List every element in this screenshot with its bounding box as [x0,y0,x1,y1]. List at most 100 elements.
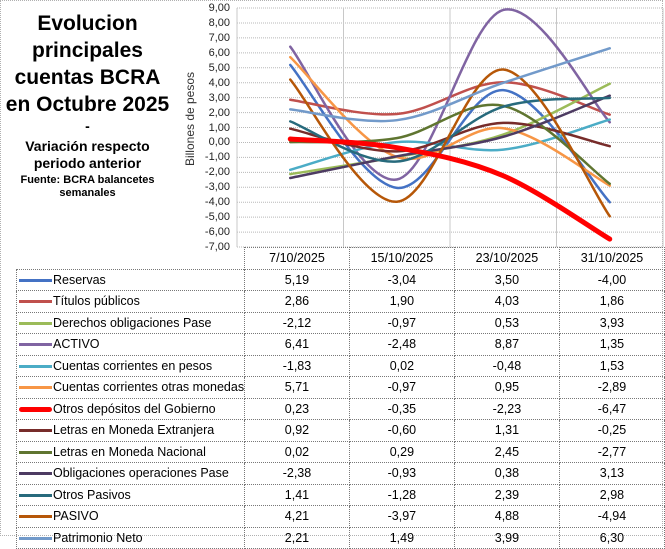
data-value: -2,48 [348,333,455,356]
legend-key-icon [19,493,52,497]
legend-key-icon [19,300,52,304]
data-value: -1,28 [348,483,455,506]
table-corner [16,247,246,269]
legend-key-icon [19,472,52,476]
y-tick-label: 4,00 [208,76,230,89]
data-value: 1,41 [244,483,350,506]
series-lines [287,8,613,242]
legend-label: Letras en Moneda Nacional [53,444,206,459]
data-value: 2,45 [453,440,560,463]
table-row: Otros depósitos del Gobierno 0,23 -0,35 -2,… [15,397,665,420]
data-value: -0,35 [348,397,455,420]
data-value: 4,88 [453,505,560,528]
legend-entry: Cuentas corrientes en pesos [15,354,246,377]
legend-key-icon [19,386,52,390]
y-tick-label: 7,00 [208,31,230,44]
legend-entry: Letras en Moneda Extranjera [15,419,246,442]
y-tick-label: -4,00 [204,196,230,209]
data-value: -0,93 [348,462,455,485]
y-tick-label: 8,00 [208,16,230,29]
x-category-label: 15/10/2025 [348,247,455,270]
table-row: PASIVO 4,21 -3,97 4,88 -4,94 [15,505,665,528]
data-value: 3,13 [558,462,665,485]
series-line-otros-pasivos [289,96,611,163]
legend-key-icon [19,406,52,412]
y-tick-label: -5,00 [204,211,230,224]
data-value: 0,53 [453,311,560,334]
legend-label: Derechos obligaciones Pase [53,315,212,330]
legend-label: PASIVO [53,509,99,524]
table-row: Cuentas corrientes otras monedas 5,71 -0,9… [15,376,665,399]
table-row: Reservas 5,19 -3,04 3,50 -4,00 [15,268,665,291]
legend-entry: Otros Pasivos [15,483,246,506]
data-value: 1,86 [558,290,665,313]
y-tick-label: 2,00 [208,106,230,119]
data-value: 0,02 [244,440,350,463]
data-value: -2,77 [558,440,665,463]
chart-subtitle: Variación respecto periodo anterior [25,138,150,171]
data-value: 5,71 [244,376,350,399]
data-value: 3,50 [453,268,560,291]
data-value: 0,02 [348,354,455,377]
legend-label: Otros depósitos del Gobierno [53,401,216,416]
legend-entry: Letras en Moneda Nacional [15,440,246,463]
x-category-label: 23/10/2025 [453,247,560,270]
y-tick-label: 9,00 [208,2,230,14]
data-value: 0,29 [348,440,455,463]
legend-key-icon [19,429,52,433]
legend-entry: ACTIVO [15,333,246,356]
table-row: Títulos públicos 2,86 1,90 4,03 1,86 [15,290,665,313]
table-row: Cuentas corrientes en pesos -1,83 0,02 -0,4… [15,354,665,377]
data-value: -3,04 [348,268,455,291]
data-value: 8,87 [453,333,560,356]
data-value: 0,38 [453,462,560,485]
y-tick-label: 1,00 [208,121,230,134]
data-value: 4,21 [244,505,350,528]
legend-entry: Derechos obligaciones Pase [15,311,246,334]
data-value: -0,48 [453,354,560,377]
y-tick-label: -2,00 [204,166,230,179]
data-value: -1,83 [244,354,350,377]
y-tick-label: -6,00 [204,226,230,239]
data-value: 0,95 [453,376,560,399]
data-value: -2,23 [453,397,560,420]
data-table-header: 7/10/2025 15/10/2025 23/10/2025 31/10/2025 [16,247,665,270]
data-value: -2,89 [558,376,665,399]
data-value: 2,39 [453,483,560,506]
data-value: 6,41 [244,333,350,356]
data-value: -2,12 [244,311,350,334]
data-value: 1,90 [348,290,455,313]
table-row: Obligaciones operaciones Pase -2,38 -0,93 0… [15,462,665,485]
legend-entry: Cuentas corrientes otras monedas [15,376,246,399]
data-value: -0,60 [348,419,455,442]
x-category-label: 31/10/2025 [558,247,665,270]
data-value: 1,31 [453,419,560,442]
data-value: 1,53 [558,354,665,377]
series-line-otros-depositos-del-gobierno [287,136,613,242]
legend-label: Otros Pasivos [53,487,131,502]
data-value: -3,97 [348,505,455,528]
data-value: -4,00 [558,268,665,291]
legend-label: Cuentas corrientes en pesos [53,358,213,373]
title-dash: - [85,118,90,134]
data-value: 5,19 [244,268,350,291]
legend-entry: Títulos públicos [15,290,246,313]
data-value: -0,97 [348,376,455,399]
legend-label: ACTIVO [53,337,100,352]
data-value: -0,97 [348,311,455,334]
x-category-label: 7/10/2025 [244,247,350,270]
y-tick-label: 0,00 [208,136,230,149]
legend-key-icon [19,343,52,347]
data-value: -6,47 [558,397,665,420]
table-row: Letras en Moneda Nacional 0,02 0,29 2,45 -2,… [15,440,665,463]
legend-entry: PASIVO [15,505,246,528]
data-value: -4,94 [558,505,665,528]
plot-area [236,7,664,248]
y-tick-label: 5,00 [208,61,230,74]
legend-key-icon [19,321,52,325]
data-value: -2,38 [244,462,350,485]
data-value: 2,98 [558,483,665,506]
y-tick-label: -1,00 [204,151,230,164]
legend-entry: Reservas [15,268,246,291]
legend-key-icon [19,364,52,368]
